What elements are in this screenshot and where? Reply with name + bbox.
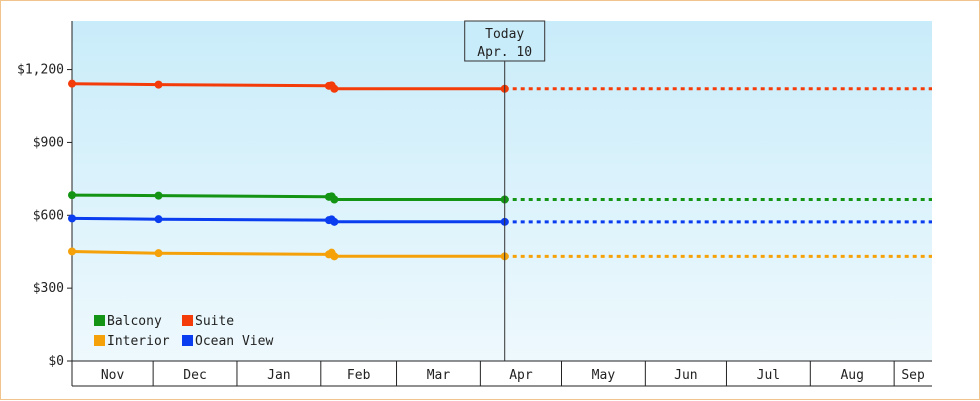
legend-label-balcony: Balcony <box>107 314 162 329</box>
today-title: Today <box>485 27 524 42</box>
x-tick-label: Feb <box>347 368 371 383</box>
data-point <box>154 191 163 200</box>
y-tick-label: $1,200 <box>17 63 64 78</box>
legend-label-ocean-view: Ocean View <box>195 334 273 349</box>
legend-label-interior: Interior <box>107 334 170 349</box>
x-tick-label: Jul <box>757 368 780 383</box>
y-tick-label: $900 <box>33 135 64 150</box>
data-point <box>154 249 163 258</box>
today-box <box>464 20 546 62</box>
x-tick-label: May <box>592 368 616 383</box>
legend-swatch-balcony <box>94 315 105 326</box>
data-point <box>68 79 76 88</box>
data-point <box>330 252 339 261</box>
data-point <box>330 84 339 93</box>
y-tick-label: $300 <box>33 281 64 296</box>
legend-swatch-ocean-view <box>182 335 193 346</box>
data-point <box>330 217 339 226</box>
x-tick-label: Sep <box>901 368 925 383</box>
x-tick-label: Apr <box>509 368 533 383</box>
plot-area <box>72 21 932 361</box>
x-tick-label: Jun <box>674 368 697 383</box>
x-tick-label: Mar <box>427 368 451 383</box>
data-point <box>68 191 76 200</box>
data-point <box>68 247 76 256</box>
y-tick-label: $600 <box>33 208 64 223</box>
data-point <box>330 195 339 204</box>
data-point <box>154 215 163 224</box>
x-tick-label: Dec <box>183 368 206 383</box>
y-tick-label: $0 <box>48 354 64 369</box>
x-tick-label: Jan <box>267 368 290 383</box>
legend-swatch-suite <box>182 315 193 326</box>
today-date: Apr. 10 <box>477 45 532 60</box>
x-tick-label: Aug <box>840 368 863 383</box>
legend-swatch-interior <box>94 335 105 346</box>
x-tick-label: Nov <box>101 368 125 383</box>
data-point <box>68 214 76 223</box>
legend-label-suite: Suite <box>195 314 234 329</box>
data-point <box>154 80 163 89</box>
